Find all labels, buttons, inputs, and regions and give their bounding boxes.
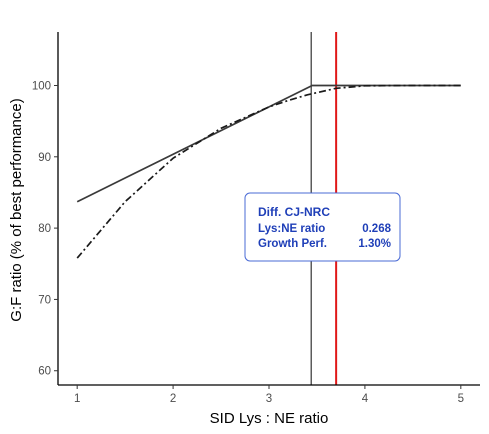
y-tick-label-1: 70 bbox=[38, 294, 51, 306]
ticks: 1 2 3 4 5 60 70 80 90 100 bbox=[32, 80, 464, 405]
x-tick-label-0: 1 bbox=[74, 393, 80, 405]
y-axis-title: G:F ratio (% of best performance) bbox=[8, 98, 25, 321]
series-linear-plateau bbox=[76, 84, 461, 203]
annotation-row-1-label: Lys:NE ratio bbox=[258, 223, 325, 235]
annotation-row-2-label: Growth Perf. bbox=[258, 238, 327, 250]
x-tick-label-2: 3 bbox=[266, 393, 272, 405]
x-axis-title: SID Lys : NE ratio bbox=[210, 410, 329, 427]
annotation-row-2-value: 1.30% bbox=[358, 238, 391, 250]
y-tick-label-0: 60 bbox=[38, 366, 51, 378]
annotation-frame bbox=[244, 192, 401, 262]
y-tick-label-2: 80 bbox=[38, 223, 51, 235]
annotation-title: Diff. CJ-NRC bbox=[258, 205, 330, 219]
x-tick-label-3: 4 bbox=[362, 393, 369, 405]
annotation-box: Diff. CJ-NRC Lys:NE ratio 0.268 Growth P… bbox=[244, 192, 401, 262]
x-tick-label-1: 2 bbox=[170, 393, 176, 405]
annotation-row-1-value: 0.268 bbox=[362, 223, 391, 235]
x-tick-label-4: 5 bbox=[458, 393, 464, 405]
y-tick-label-4: 100 bbox=[32, 80, 51, 92]
y-tick-label-3: 90 bbox=[38, 152, 51, 164]
series-layer bbox=[76, 84, 461, 259]
